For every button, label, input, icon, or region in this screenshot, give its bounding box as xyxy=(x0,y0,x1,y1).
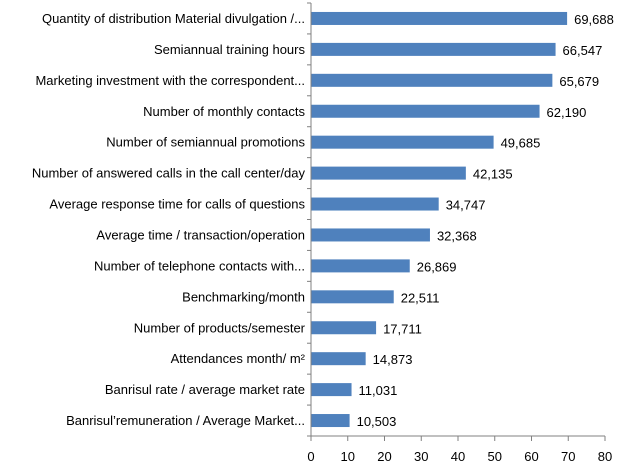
data-label: 22,511 xyxy=(401,290,440,305)
data-label: 34,747 xyxy=(446,198,486,213)
x-tick-label: 30 xyxy=(414,449,428,464)
bar xyxy=(311,259,410,273)
category-label: Banrisul’remuneration / Average Market..… xyxy=(66,413,305,428)
category-label: Quantity of distribution Material divulg… xyxy=(42,11,305,26)
x-axis-ticks: 0 10 20 30 40 50 60 70 80 xyxy=(307,436,612,464)
data-label: 10,503 xyxy=(357,414,397,429)
x-tick-label: 50 xyxy=(488,449,502,464)
data-label: 26,869 xyxy=(417,259,457,274)
bar xyxy=(311,321,377,335)
x-tick-label: 0 xyxy=(307,449,314,464)
bar xyxy=(311,73,553,87)
bar xyxy=(311,290,394,304)
x-tick-label: 60 xyxy=(524,449,538,464)
x-tick-label: 80 xyxy=(598,449,612,464)
data-label: 69,688 xyxy=(574,12,614,27)
category-label: Average response time for calls of quest… xyxy=(49,197,305,212)
category-label: Average time / transaction/operation xyxy=(96,227,305,242)
y-axis-ticks xyxy=(307,2,311,437)
bar xyxy=(311,383,352,397)
data-label: 11,031 xyxy=(359,383,398,398)
category-label: Marketing investment with the correspond… xyxy=(35,73,305,88)
bar xyxy=(311,197,439,211)
bar xyxy=(311,352,366,366)
bar xyxy=(311,414,350,428)
bar xyxy=(311,42,556,56)
category-label: Benchmarking/month xyxy=(182,289,305,304)
data-label: 62,190 xyxy=(547,105,587,120)
data-label: 66,547 xyxy=(563,43,603,58)
data-label: 32,368 xyxy=(437,228,477,243)
data-label: 17,711 xyxy=(383,321,422,336)
category-label: Attendances month/ m² xyxy=(171,351,306,366)
x-tick-label: 10 xyxy=(341,449,355,464)
data-label: 49,685 xyxy=(501,136,541,151)
x-tick-label: 20 xyxy=(377,449,391,464)
bar xyxy=(311,228,430,242)
category-label: Semiannual training hours xyxy=(154,42,306,57)
data-label: 42,135 xyxy=(473,167,513,182)
bar xyxy=(311,104,540,118)
category-label: Number of answered calls in the call cen… xyxy=(32,166,306,181)
bar xyxy=(311,135,494,149)
bar xyxy=(311,166,466,180)
x-tick-label: 70 xyxy=(561,449,575,464)
category-label: Number of monthly contacts xyxy=(143,104,305,119)
bar xyxy=(311,11,568,25)
data-label: 14,873 xyxy=(373,352,413,367)
category-labels: Quantity of distribution Material divulg… xyxy=(32,11,306,428)
x-tick-label: 40 xyxy=(451,449,465,464)
category-label: Banrisul rate / average market rate xyxy=(105,382,305,397)
bars-group xyxy=(311,11,568,428)
category-label: Number of semiannual promotions xyxy=(106,135,305,150)
category-label: Number of telephone contacts with... xyxy=(94,258,305,273)
category-label: Number of products/semester xyxy=(134,320,306,335)
value-labels: 69,688 66,547 65,679 62,190 49,685 42,135 34,7… xyxy=(357,12,614,429)
data-label: 65,679 xyxy=(559,74,599,89)
